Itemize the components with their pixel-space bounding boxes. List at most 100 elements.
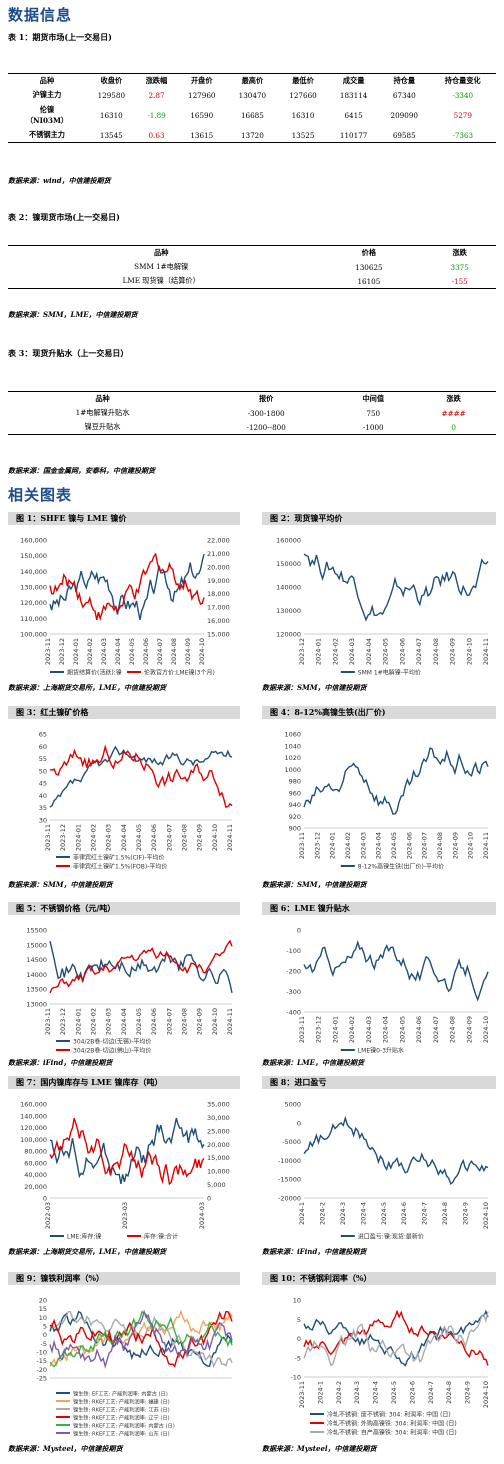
x-tick-label: 2024-11 — [482, 638, 490, 665]
legend-label: 304/2B卷-切边(佛山)-平均价 — [73, 1047, 151, 1055]
y-tick-label: 1000 — [284, 766, 301, 774]
series-line — [49, 1117, 205, 1185]
legend-label: 8-12%高镍生铁(出厂价)-平均价 — [358, 863, 444, 871]
x-tick-label: 2024-04 — [375, 832, 383, 859]
x-tick-label: 2024-10 — [482, 1381, 490, 1408]
x-tick-label: 2024-09 — [196, 1008, 204, 1035]
table-row: 伦镍 （NI03M） 16310 -1.89 16590 16685 16310 641… — [25, 105, 472, 125]
figure-source: 数据来源：Mysteel，中信建投期货 — [8, 1444, 123, 1453]
series-line — [303, 747, 489, 815]
series-line — [49, 1309, 233, 1369]
y-tick-label: 30 — [39, 817, 47, 825]
x-tick-label: 2024-4 — [372, 1381, 380, 1404]
y-tick-label: 1060 — [284, 731, 301, 739]
x-tick-label: 2024-07 — [156, 638, 164, 665]
y-tick-label: 60 — [39, 743, 47, 751]
x-tick-label: 2023-12 — [313, 832, 321, 859]
th: 涨跌幅 — [145, 76, 168, 85]
x-tick-label: 2024-06 — [150, 824, 158, 851]
y-tick-label: -15000 — [278, 1176, 301, 1184]
table2-caption: 表 2：镍现货市场(上一交易日) — [8, 212, 120, 222]
y-tick-label: 100,000 — [20, 631, 47, 639]
figure-7: 图 7：国内镍库存与 LME 镍库存（吨） 160,000 140,000 120,0… — [8, 1076, 240, 1246]
figure-source: 数据来源：上海期货交易所，LME，中信建投期货 — [8, 683, 167, 692]
x-tick-label: 2024-10 — [482, 1016, 490, 1043]
x-tick-label: 2024-3 — [353, 1381, 361, 1404]
series-line — [49, 939, 233, 994]
y-tick-label: -400 — [286, 1009, 301, 1017]
legend-label: SMM 1#电解镍-平均价 — [358, 669, 421, 677]
x-tick-label: 2024-07 — [165, 1008, 173, 1035]
series-line — [303, 553, 489, 622]
table-row: LME 现货镍（结算价） 16105 -155 — [8, 274, 496, 289]
y2-tick-label: 20,000 — [207, 1141, 230, 1149]
y-tick-label: 150,000 — [20, 552, 47, 560]
y-tick-label: 40,000 — [24, 1171, 47, 1179]
figure-title: 图 7：国内镍库存与 LME 镍库存（吨） — [8, 1076, 240, 1089]
figure-source: 数据来源：Mysteel，中信建投期货 — [262, 1444, 377, 1453]
x-tick-label: 2022-03 — [44, 1202, 52, 1229]
x-tick-label: 2024-7 — [427, 1381, 435, 1404]
y-tick-label: 140000 — [276, 584, 301, 592]
x-tick-label: 2024-03 — [365, 1016, 373, 1043]
x-tick-label: 2024-06 — [150, 1008, 158, 1035]
x-tick-label: 2024-11 — [226, 824, 234, 851]
x-tick-label: 2024-08 — [170, 638, 178, 665]
x-tick-label: 2024-09 — [196, 824, 204, 851]
y-tick-label: -300 — [286, 988, 301, 996]
series-line — [303, 939, 489, 1002]
figure-2: 图 2：现货镍平均价 160000 150000 140000 130000 120000… — [262, 512, 496, 682]
x-tick-label: 2024-06 — [415, 1016, 423, 1043]
x-tick-label: 2023-12 — [59, 824, 67, 851]
series-line — [49, 1117, 205, 1186]
x-tick-label: 2024-6 — [400, 1202, 408, 1225]
y2-tick-label: 0 — [207, 1195, 211, 1203]
legend-label: LME镍0-3升贴水 — [358, 1047, 404, 1055]
y-tick-label: -10 — [290, 1374, 301, 1382]
y2-tick-label: 30,000 — [207, 1114, 230, 1122]
y-tick-label: 160,000 — [20, 1101, 47, 1109]
table-row: SMM 1#电解镍 130625 3375 — [134, 262, 469, 272]
futures-table: 品种 收盘价 涨跌幅 开盘价 最高价 最低价 成交量 持仓量 持仓量变化 沪镍主力 12958… — [8, 73, 496, 143]
x-tick-label: 2024-01 — [74, 824, 82, 851]
th: 持仓量变化 — [444, 76, 481, 85]
y-tick-label: 20,000 — [24, 1183, 47, 1191]
x-tick-label: 2024-05 — [128, 638, 136, 665]
legend-label: 期货结算价(活跃):镍 — [67, 669, 122, 677]
y2-tick-label: 35,000 — [207, 1101, 230, 1109]
figure-8: 图 8：进口盈亏 5000 0 -5000 -10000 -15000 -20000 2024… — [262, 1076, 496, 1246]
y-tick-label: 5 — [43, 1323, 47, 1331]
y-tick-label: 5000 — [284, 1101, 301, 1109]
y-tick-label: 50 — [39, 767, 47, 775]
legend-label: 冷轧不锈钢: 外购高镍铁: 304: 利润率: 中国 (日) — [327, 1420, 457, 1428]
y-tick-label: 160,000 — [20, 537, 47, 545]
figure-title: 图 6：LME 镍升贴水 — [262, 902, 496, 915]
x-tick-label: 2024-02 — [86, 638, 94, 665]
y-tick-label: -15 — [36, 1357, 47, 1365]
legend-label: 菲律宾红土镍矿1.5%(CIF)-平均价 — [73, 854, 165, 862]
x-tick-label: 2024-04 — [120, 1008, 128, 1035]
y-tick-label: -5000 — [282, 1138, 301, 1146]
x-tick-label: 2024-8 — [445, 1381, 453, 1404]
x-tick-label: 2024-10 — [211, 824, 219, 851]
y-tick-label: 900 — [289, 825, 301, 833]
x-tick-label: 2024-10 — [211, 1008, 219, 1035]
x-tick-label: 2024-10 — [198, 638, 206, 665]
series-line — [49, 940, 233, 994]
y-tick-label: 120,000 — [20, 1124, 47, 1132]
legend-label: 镍生铁: RKEF工艺: 产能利润率: 内蒙古 (日) — [73, 1422, 175, 1430]
x-tick-label: 2024-10 — [482, 1202, 490, 1229]
x-tick-label: 2024-07 — [165, 824, 173, 851]
y-tick-label: 920 — [289, 813, 301, 821]
y-tick-label: -10000 — [278, 1157, 301, 1165]
figure-title: 图 4：8-12%高镍生铁(出厂价) — [262, 706, 496, 719]
x-tick-label: 2024-08 — [181, 824, 189, 851]
y-tick-label: 1040 — [284, 742, 301, 750]
x-tick-label: 2024-02 — [331, 638, 339, 665]
section-title-data: 数据信息 — [8, 6, 73, 24]
x-tick-label: 2024-09 — [465, 1016, 473, 1043]
table2-source: 数据来源：SMM，LME，中信建投期货 — [8, 310, 138, 319]
x-tick-label: 2024-06 — [398, 638, 406, 665]
